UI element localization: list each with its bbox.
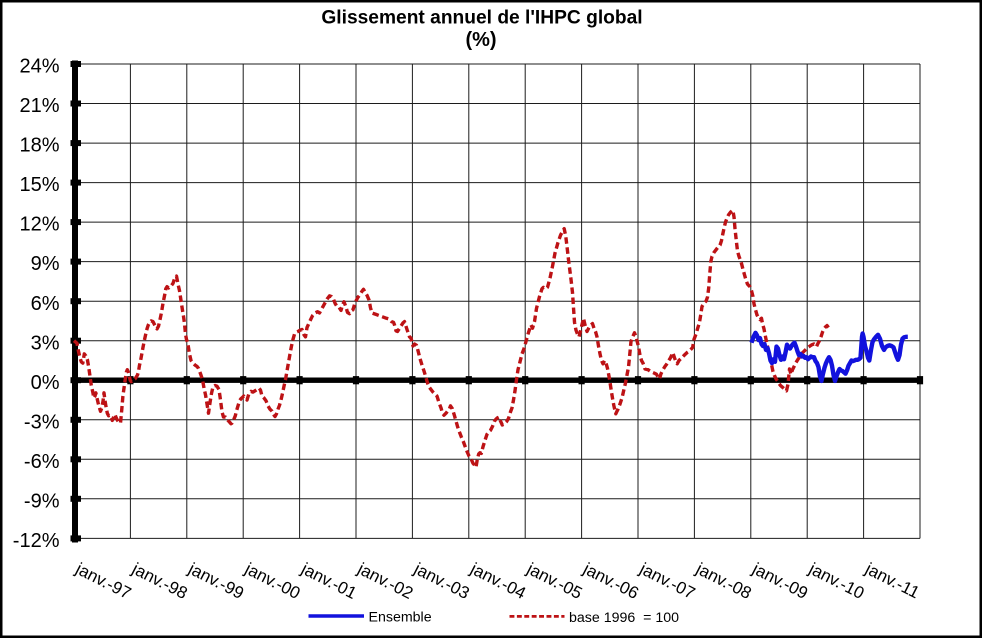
svg-text:3%: 3% [31,332,60,354]
svg-text:6%: 6% [31,293,60,315]
svg-text:-12%: -12% [13,530,60,552]
svg-text:Glissement annuel de l'IHPC gl: Glissement annuel de l'IHPC global [321,8,642,29]
svg-text:-6%: -6% [24,451,60,473]
svg-text:9%: 9% [31,253,60,275]
svg-text:-3%: -3% [24,411,60,433]
svg-text:18%: 18% [19,135,59,157]
svg-text:24%: 24% [19,56,59,78]
svg-text:base 1996 = 100: base 1996 = 100 [569,610,679,626]
svg-text:(%): (%) [465,29,496,51]
svg-text:12%: 12% [19,214,59,236]
svg-text:0%: 0% [31,372,60,394]
svg-text:-9%: -9% [24,490,60,512]
svg-text:15%: 15% [19,174,59,196]
svg-text:Ensemble: Ensemble [369,610,432,626]
svg-text:21%: 21% [19,95,59,117]
